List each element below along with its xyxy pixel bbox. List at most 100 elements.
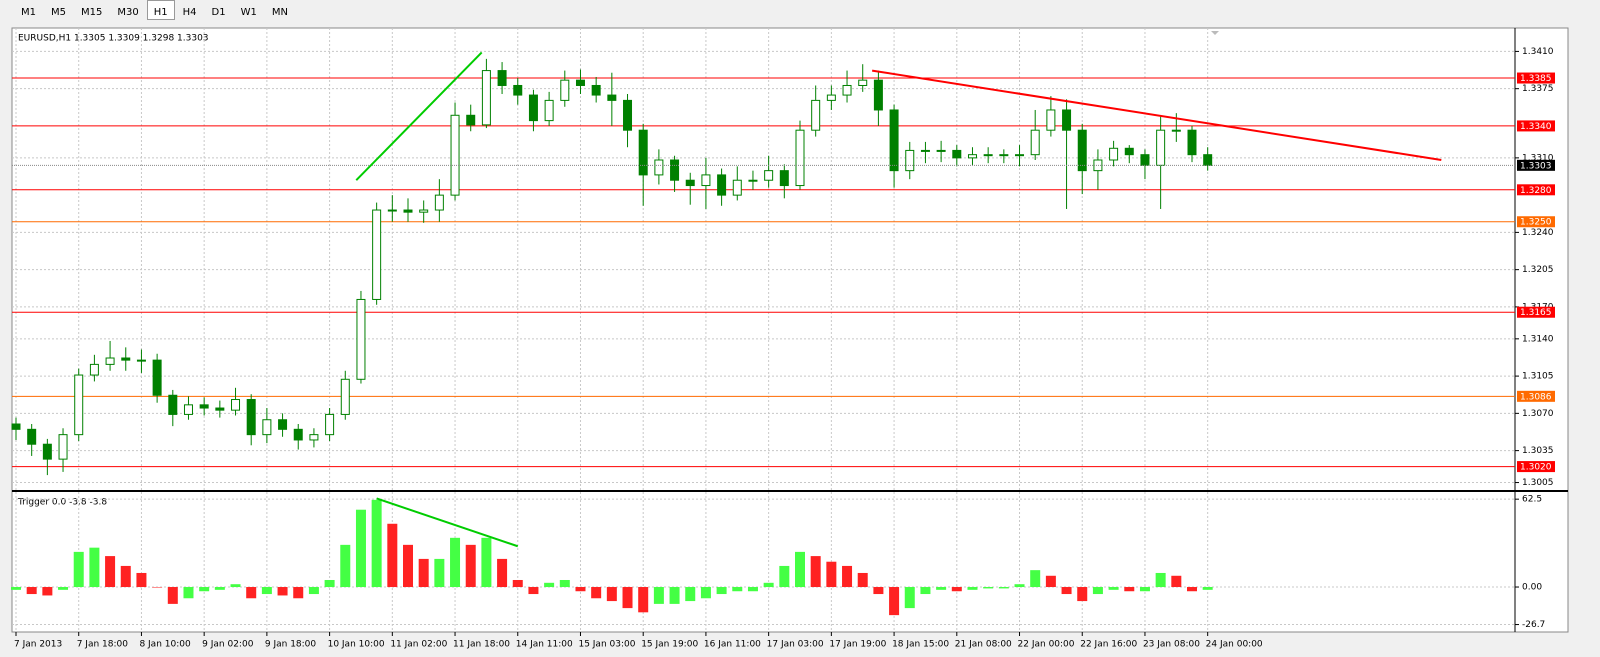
y-tick-label: 1.3035 [1522,446,1554,456]
candle-body [528,94,538,122]
candle-body [623,99,633,131]
histogram-bar [1045,575,1056,588]
x-tick-label: 15 Jan 19:00 [641,640,698,650]
x-tick-label: 14 Jan 11:00 [516,640,573,650]
candle-body [1046,109,1056,131]
candle-body [1077,129,1087,172]
histogram-bar [732,587,743,592]
histogram-bar [1187,587,1197,592]
chart-frame [11,27,1569,633]
x-tick-label: 21 Jan 08:00 [955,640,1012,650]
timeframe-button[interactable]: H4 [182,7,197,18]
histogram-bar [669,587,680,604]
timeframe-button[interactable]: H1 [146,0,175,20]
candle-body [1156,129,1166,166]
histogram-bar [700,587,711,599]
histogram-bar [450,537,461,588]
level-label: 1.3340 [1520,122,1552,132]
histogram-bar [136,572,147,588]
timeframe-button[interactable]: MN [271,7,288,18]
candle-body [278,419,288,430]
chart-title: EURUSD,H1 1.3305 1.3309 1.3298 1.3303 [18,34,209,44]
x-tick-label: 18 Jan 15:00 [892,640,949,650]
histogram-bar [434,558,445,588]
histogram-bar [199,587,210,592]
histogram-bar [497,558,508,588]
candle-body [246,399,256,436]
candle-body [1030,129,1040,156]
y-tick-label: 1.3140 [1522,334,1554,344]
timeframe-button[interactable]: M5 [51,7,66,18]
histogram-bar [951,587,962,592]
histogram-bar [747,587,758,592]
histogram-bar [277,587,288,596]
candle-body [262,419,272,436]
level-label: 1.3280 [1520,186,1552,196]
candle-body [372,209,382,300]
candle-body [403,209,413,213]
candle-body [701,174,711,187]
candle-body [497,70,507,86]
histogram-bar [967,587,978,590]
candle-body [136,359,146,362]
candle-body [717,174,727,196]
timeframe-button[interactable]: M15 [81,7,103,18]
histogram-bar [685,587,696,602]
histogram-bar [842,565,853,588]
histogram-bar [559,579,570,588]
candle-body [544,99,554,122]
candle-body [74,374,84,436]
candle-body [873,79,883,111]
x-tick-label: 17 Jan 19:00 [829,640,886,650]
candle-body [795,129,805,187]
histogram-bar [1155,572,1166,588]
current-price-label: 1.3303 [1520,161,1552,171]
candle-body [1062,109,1072,131]
y-tick-label: 62.5 [1522,495,1542,505]
candle-body [591,84,601,96]
timeframe-toolbar: M1 M5 M15 M30 H1 H4 D1 W1 MN [0,0,295,26]
histogram-bar [89,547,100,588]
candle-body [419,209,429,213]
candle-body [575,79,585,86]
histogram-bar [857,572,868,588]
timeframe-button[interactable]: M1 [21,7,36,18]
candle-body [748,179,758,182]
candle-body [168,394,178,415]
candle-body [1124,147,1134,156]
level-label-box [1517,184,1555,196]
candle-body [967,154,977,159]
timeframe-button[interactable]: W1 [240,7,257,18]
candle-body [340,378,350,415]
histogram-bar [105,556,116,588]
x-tick-label: 7 Jan 18:00 [77,640,129,650]
candle-body [1140,154,1150,166]
histogram-bar [544,582,555,588]
histogram-bar [716,587,727,595]
timeframe-button[interactable]: D1 [211,7,226,18]
x-tick-label: 23 Jan 08:00 [1143,640,1200,650]
histogram-bar [42,587,53,596]
candle-body [1093,159,1103,172]
x-tick-label: 15 Jan 03:00 [578,640,635,650]
histogram-bar [512,579,523,588]
x-tick-label: 11 Jan 18:00 [453,640,510,650]
y-tick-label: 0.00 [1522,583,1542,593]
histogram-bar [591,587,602,599]
histogram-bar [826,561,837,588]
candle-body [1015,154,1025,157]
y-tick-label: 1.3410 [1522,47,1554,57]
level-label: 1.3385 [1520,74,1552,84]
level-label-box [1517,461,1555,473]
histogram-bar [308,587,319,595]
y-tick-label: 1.3375 [1522,84,1554,94]
trend-line [355,51,483,181]
timeframe-button[interactable]: M30 [117,7,139,18]
candle-body [1187,129,1197,156]
y-tick-label: 1.3105 [1522,372,1554,382]
candle-body [199,404,209,409]
candle-body [811,99,821,131]
candle-body [764,170,774,181]
histogram-bar [763,582,774,588]
candle-body [732,179,742,196]
